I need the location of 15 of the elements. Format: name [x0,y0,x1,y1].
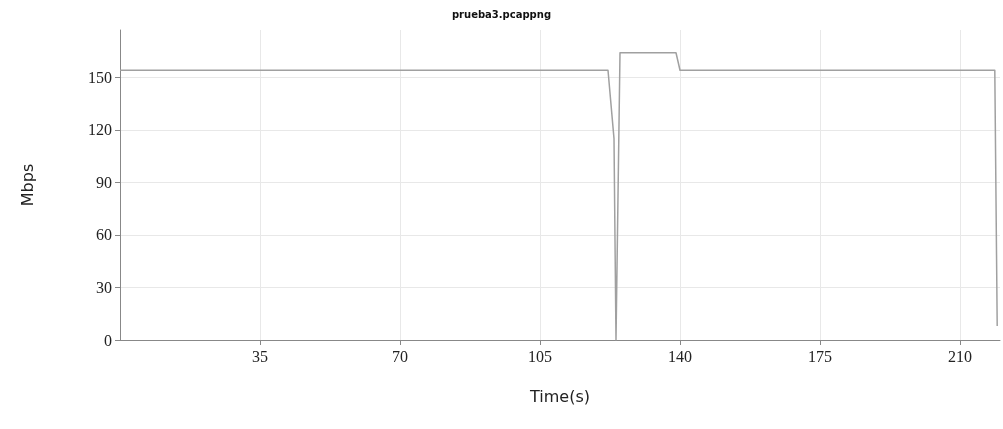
chart-title: prueba3.pcappng [451,8,552,20]
y-tick-label: 0 [104,331,112,349]
x-tick-label: 105 [528,347,552,365]
y-axis-title: Mbps [17,163,37,207]
x-tick-label: 140 [668,347,692,365]
y-tick-label: 60 [96,226,112,244]
x-axis-title: Time(s) [529,386,590,406]
x-tick-label: 35 [252,347,268,365]
x-tick-label: 70 [392,347,408,365]
y-tick-label: 90 [96,173,112,191]
y-tick-label: 150 [88,68,112,86]
x-tick-label: 175 [808,347,832,365]
y-tick-label: 30 [96,278,112,296]
x-tick-label: 210 [948,347,972,365]
y-tick-label: 120 [88,121,112,139]
